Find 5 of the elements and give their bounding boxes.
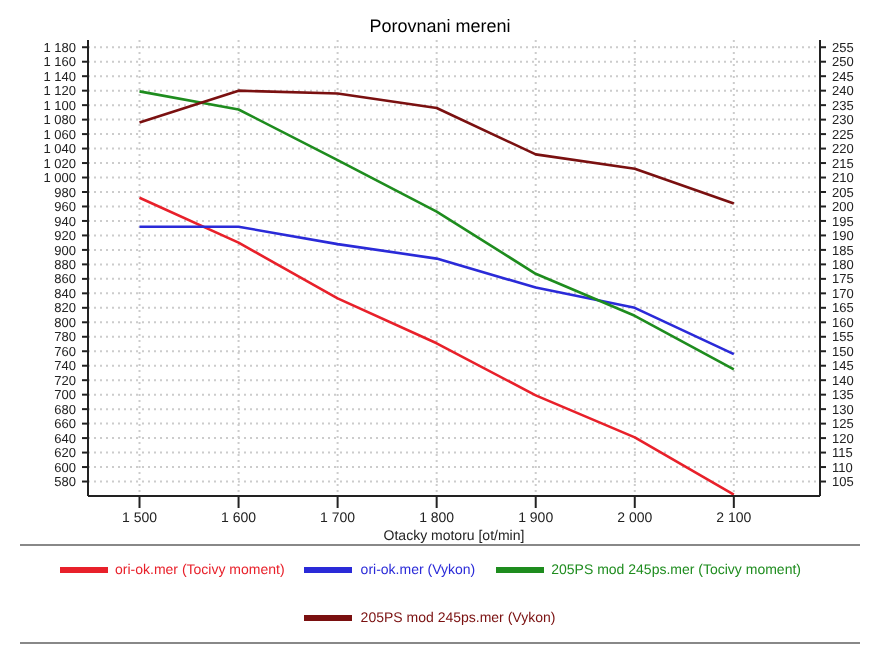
line-series — [138, 225, 736, 356]
line-series — [138, 196, 736, 496]
line-series — [138, 89, 736, 205]
line-series — [138, 90, 736, 371]
chart-title: Porovnani mereni — [367, 16, 513, 36]
